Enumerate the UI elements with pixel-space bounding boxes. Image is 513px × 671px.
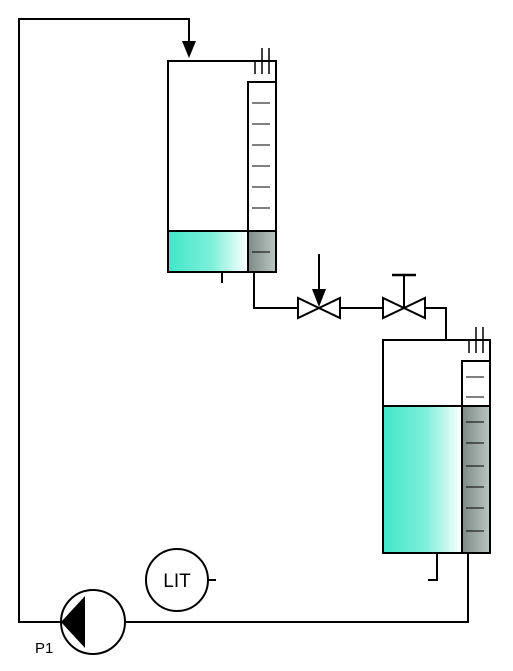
return-pipe — [18, 18, 190, 623]
pump-icon — [61, 596, 85, 648]
pump-p1[interactable] — [60, 589, 126, 655]
flow-arrow-icon — [182, 41, 196, 58]
suction-pipe — [124, 553, 469, 623]
transfer-pipe — [253, 272, 447, 340]
upper-tank-liquid — [168, 231, 248, 272]
lower-tank — [382, 327, 491, 581]
control-valve[interactable] — [297, 254, 341, 320]
lower-tank-liquid — [383, 406, 462, 553]
manual-valve[interactable] — [382, 273, 426, 320]
lower-sight-glass-liquid — [463, 406, 489, 552]
lit-label: LIT — [163, 571, 191, 592]
level-indicator-transmitter[interactable]: LIT — [145, 548, 216, 612]
pump-label: P1 — [35, 640, 53, 657]
upper-tank — [167, 48, 277, 283]
upper-sight-glass-ticks — [252, 102, 270, 253]
lower-sight-glass-ticks — [466, 376, 484, 532]
upper-sight-glass-liquid — [249, 231, 275, 271]
actuator-arrow-icon — [312, 289, 326, 307]
